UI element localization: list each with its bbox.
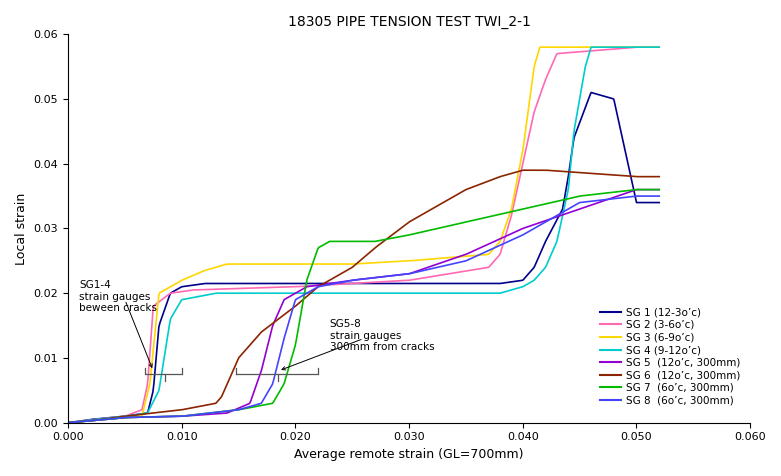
- Text: SG5-8
strain gauges
300mm from cracks: SG5-8 strain gauges 300mm from cracks: [330, 319, 434, 352]
- Legend: SG 1 (12-3o’c), SG 2 (3-6o’c), SG 3 (6-9o’c), SG 4 (9-12o’c), SG 5  (12o’c, 300m: SG 1 (12-3o’c), SG 2 (3-6o’c), SG 3 (6-9…: [596, 303, 745, 410]
- X-axis label: Average remote strain (GL=700mm): Average remote strain (GL=700mm): [294, 448, 524, 461]
- Y-axis label: Local strain: Local strain: [15, 192, 28, 265]
- Text: SG1-4
strain gauges
beween cracks: SG1-4 strain gauges beween cracks: [80, 280, 158, 314]
- Title: 18305 PIPE TENSION TEST TWI_2-1: 18305 PIPE TENSION TEST TWI_2-1: [287, 15, 530, 29]
